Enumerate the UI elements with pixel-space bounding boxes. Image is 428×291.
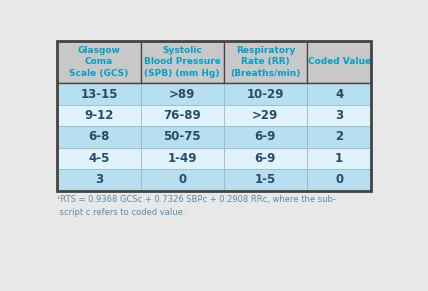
Text: >89: >89 <box>169 88 196 101</box>
Text: 13-15: 13-15 <box>80 88 118 101</box>
Bar <box>224 83 307 105</box>
Text: 0: 0 <box>335 173 343 187</box>
Text: 3: 3 <box>95 173 103 187</box>
Text: 50-75: 50-75 <box>163 130 201 143</box>
Text: 10-29: 10-29 <box>247 88 284 101</box>
Text: 2: 2 <box>335 130 343 143</box>
Text: 1: 1 <box>335 152 343 165</box>
Text: 4: 4 <box>335 88 343 101</box>
Text: >29: >29 <box>252 109 279 122</box>
Bar <box>307 126 371 148</box>
Text: Respiratory
Rate (RR)
(Breaths/min): Respiratory Rate (RR) (Breaths/min) <box>230 46 300 78</box>
Text: Glasgow
Coma
Scale (GCS): Glasgow Coma Scale (GCS) <box>69 46 129 78</box>
Text: 6-9: 6-9 <box>255 130 276 143</box>
Text: Systolic
Blood Pressure
(SPB) (mm Hg): Systolic Blood Pressure (SPB) (mm Hg) <box>144 46 221 78</box>
Bar <box>224 126 307 148</box>
Text: ¹RTS = 0.9368 GCSc + 0.7326 SBPc + 0.2908 RRc, where the sub-
 script c refers t: ¹RTS = 0.9368 GCSc + 0.7326 SBPc + 0.290… <box>57 195 336 217</box>
Bar <box>307 105 371 126</box>
Bar <box>141 148 224 169</box>
Text: 6-9: 6-9 <box>255 152 276 165</box>
Bar <box>224 169 307 191</box>
Text: 1-5: 1-5 <box>255 173 276 187</box>
Bar <box>224 148 307 169</box>
Bar <box>141 83 224 105</box>
Bar <box>57 105 141 126</box>
Bar <box>57 169 141 191</box>
Bar <box>307 148 371 169</box>
Bar <box>57 83 141 105</box>
Bar <box>141 169 224 191</box>
Bar <box>57 148 141 169</box>
Text: 6-8: 6-8 <box>88 130 110 143</box>
Text: 9-12: 9-12 <box>84 109 114 122</box>
Text: 4-5: 4-5 <box>88 152 110 165</box>
Bar <box>141 126 224 148</box>
Text: Coded Value: Coded Value <box>308 57 371 66</box>
Text: 0: 0 <box>178 173 186 187</box>
Text: 1-49: 1-49 <box>167 152 197 165</box>
Bar <box>307 83 371 105</box>
Bar <box>224 105 307 126</box>
Bar <box>307 169 371 191</box>
Text: 3: 3 <box>335 109 343 122</box>
Bar <box>57 126 141 148</box>
Text: 76-89: 76-89 <box>163 109 201 122</box>
Bar <box>141 105 224 126</box>
